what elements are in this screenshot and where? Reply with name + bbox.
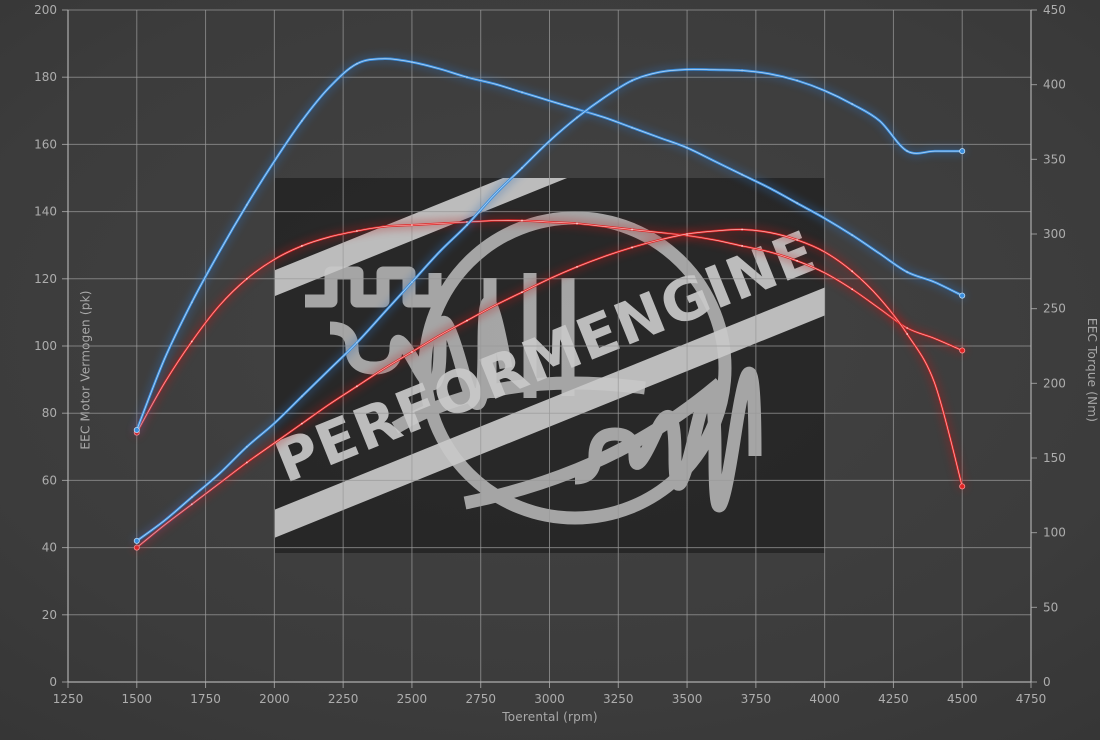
- y-left-tick-label: 100: [34, 339, 57, 353]
- x-tick-label: 2500: [397, 692, 428, 706]
- x-tick-label: 4000: [809, 692, 840, 706]
- series-layer: [132, 54, 967, 553]
- grid-layer: [62, 9, 1037, 688]
- x-tick-label: 4750: [1016, 692, 1047, 706]
- y-right-tick-label: 200: [1043, 376, 1066, 390]
- y-left-tick-label: 120: [34, 272, 57, 286]
- y-right-tick-label: 100: [1043, 526, 1066, 540]
- x-tick-label: 2000: [259, 692, 290, 706]
- y-right-tick-label: 250: [1043, 302, 1066, 316]
- x-tick-label: 2750: [465, 692, 496, 706]
- axis-labels-layer: 0204060801001201401601802000501001502002…: [34, 3, 1066, 706]
- x-tick-label: 4250: [878, 692, 909, 706]
- y-right-tick-label: 0: [1043, 675, 1051, 689]
- x-tick-label: 3500: [672, 692, 703, 706]
- y-left-tick-label: 20: [42, 608, 57, 622]
- series-torque-0: [132, 215, 967, 438]
- y-left-tick-label: 160: [34, 137, 57, 151]
- y-right-tick-label: 450: [1043, 3, 1066, 17]
- y-left-tick-label: 80: [42, 406, 57, 420]
- y-right-tick-label: 400: [1043, 78, 1066, 92]
- y-left-tick-label: 180: [34, 70, 57, 84]
- x-tick-label: 1500: [122, 692, 153, 706]
- x-tick-label: 3250: [603, 692, 634, 706]
- y-left-tick-label: 60: [42, 473, 57, 487]
- y-right-tick-label: 300: [1043, 227, 1066, 241]
- x-tick-label: 4500: [947, 692, 978, 706]
- series-torque-2: [132, 224, 967, 553]
- y-left-tick-label: 0: [49, 675, 57, 689]
- y-left-tick-label: 140: [34, 205, 57, 219]
- y-right-tick-label: 150: [1043, 451, 1066, 465]
- x-tick-label: 2250: [328, 692, 359, 706]
- y-left-tick-label: 40: [42, 541, 57, 555]
- y-left-tick-label: 200: [34, 3, 57, 17]
- x-tick-label: 1750: [190, 692, 221, 706]
- series-power-3: [132, 64, 967, 546]
- series-power-1: [132, 54, 967, 435]
- x-tick-label: 3000: [534, 692, 565, 706]
- y-right-tick-label: 50: [1043, 600, 1058, 614]
- x-tick-label: 3750: [741, 692, 772, 706]
- x-tick-label: 1250: [53, 692, 84, 706]
- x-axis-title: Toerental (rpm): [502, 710, 598, 724]
- y-right-tick-label: 350: [1043, 152, 1066, 166]
